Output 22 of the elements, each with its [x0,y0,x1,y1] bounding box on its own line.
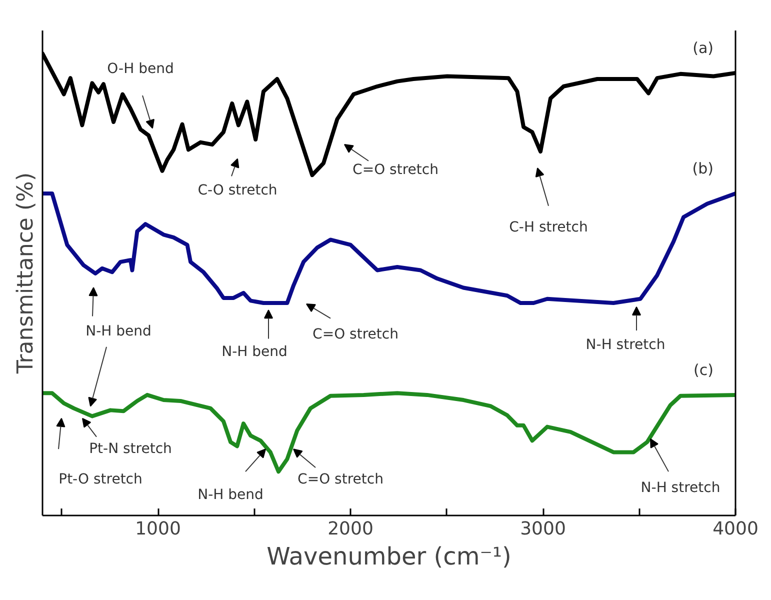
annotation: C=O stretch [352,162,438,178]
x-axis-title: Wavenumber (cm⁻¹) [266,542,512,570]
annotation: N-H stretch [586,336,666,353]
x-tick-label: 2000 [328,518,374,540]
x-tick-label: 4000 [712,518,758,540]
y-axis-title: Transmittance (%) [14,172,38,375]
series-label: (b) [692,160,714,178]
annotation: Pt-O stretch [58,472,142,488]
annotation: N-H bend [86,324,152,340]
annotation: C-O stretch [198,182,278,199]
annotation: O-H bend [107,60,174,77]
annotation: C-H stretch [509,219,588,236]
annotation: Pt-N stretch [89,441,172,458]
annotation: C=O stretch [312,326,398,343]
annotation: N-H stretch [640,480,720,496]
series-label: (a) [692,38,714,57]
x-tick-label: 1000 [135,518,181,540]
x-tick-label: 3000 [520,518,566,540]
series-label: (c) [694,360,714,379]
annotation: N-H bend [222,344,288,360]
annotation: N-H bend [198,487,264,504]
annotation: C=O stretch [298,472,384,488]
